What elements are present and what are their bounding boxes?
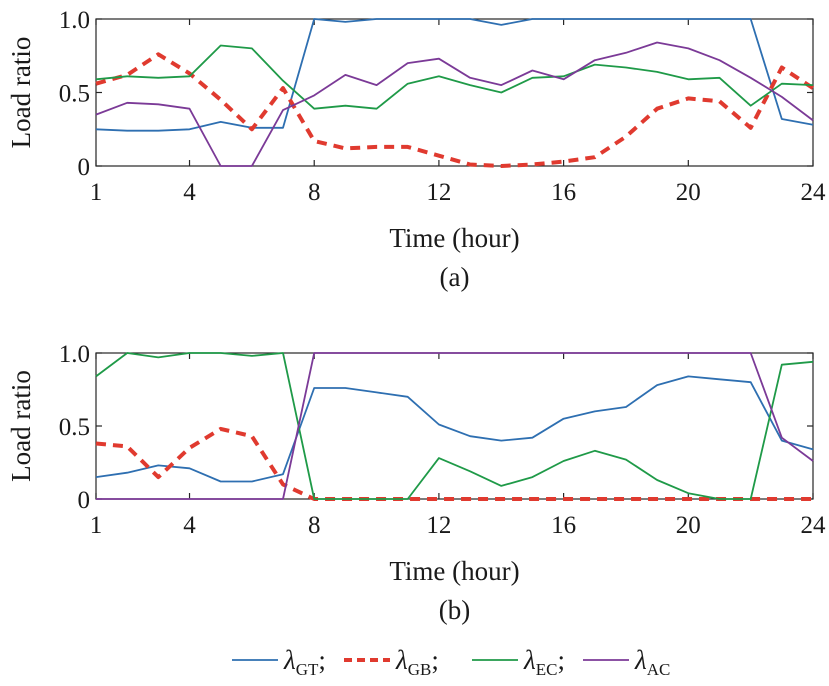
y-axis-label: Load ratio [6, 370, 36, 482]
chart-panel-b: 1 4 8 12 16 20 24 0 0.5 1.0 Time (hour) Load ratio (… [6, 341, 826, 625]
legend-symbol: λ [395, 645, 408, 675]
legend-separator: ; [318, 645, 326, 675]
x-tick-label: 4 [183, 512, 196, 539]
panel-label: (a) [440, 262, 470, 292]
series-line-ac [96, 352, 814, 500]
legend-label-gt: λGT; [283, 645, 326, 679]
x-tick-label: 4 [183, 179, 196, 206]
x-tick-label: 8 [308, 179, 321, 206]
x-tick-label: 20 [676, 179, 701, 206]
plot-frame [95, 18, 814, 167]
x-axis-label: Time (hour) [389, 556, 519, 586]
x-tick-label: 16 [551, 179, 576, 206]
x-tick-label: 1 [90, 512, 103, 539]
legend-symbol: λ [523, 645, 536, 675]
panel-label: (b) [439, 595, 470, 625]
legend: λGT; λGB; λEC; λAC [232, 645, 670, 679]
y-tick-label: 0 [78, 154, 91, 181]
x-tick-label: 8 [308, 512, 321, 539]
legend-subscript: EC [536, 660, 558, 679]
legend-label-gb: λGB; [395, 645, 439, 679]
series-line-gt [95, 375, 814, 483]
legend-subscript: GT [296, 660, 319, 679]
x-tick-label: 12 [426, 512, 451, 539]
series-line-gb [95, 52, 815, 168]
x-tick-label: 16 [551, 512, 576, 539]
y-tick-label: 1.0 [59, 7, 90, 34]
legend-subscript: GB [408, 660, 432, 679]
x-tick-label: 24 [801, 179, 827, 206]
chart-panel-a: 1 4 8 12 16 20 24 0 0.5 1.0 Time (hour) Load ratio (… [6, 7, 826, 292]
legend-subscript: AC [647, 660, 671, 679]
legend-separator: ; [431, 645, 439, 675]
legend-label-ec: λEC; [523, 645, 565, 679]
plot-frame [95, 352, 814, 500]
x-tick-label: 12 [426, 179, 451, 206]
legend-separator: ; [557, 645, 565, 675]
x-tick-label: 1 [90, 179, 103, 206]
x-axis-label: Time (hour) [389, 223, 519, 253]
y-tick-label: 0.5 [59, 81, 90, 108]
legend-symbol: λ [634, 645, 647, 675]
y-tick-label: 1.0 [59, 341, 90, 368]
x-tick-label: 24 [801, 512, 827, 539]
x-tick-label: 20 [676, 512, 701, 539]
legend-label-ac: λAC [634, 645, 670, 679]
series-line-ac [95, 41, 814, 167]
y-tick-label: 0.5 [59, 414, 90, 441]
series-line-ec [95, 352, 814, 500]
y-tick-label: 0 [78, 487, 91, 514]
y-axis-label: Load ratio [6, 37, 36, 149]
series-line-ec [95, 44, 814, 110]
legend-symbol: λ [283, 645, 296, 675]
series-line-gt [95, 18, 814, 132]
